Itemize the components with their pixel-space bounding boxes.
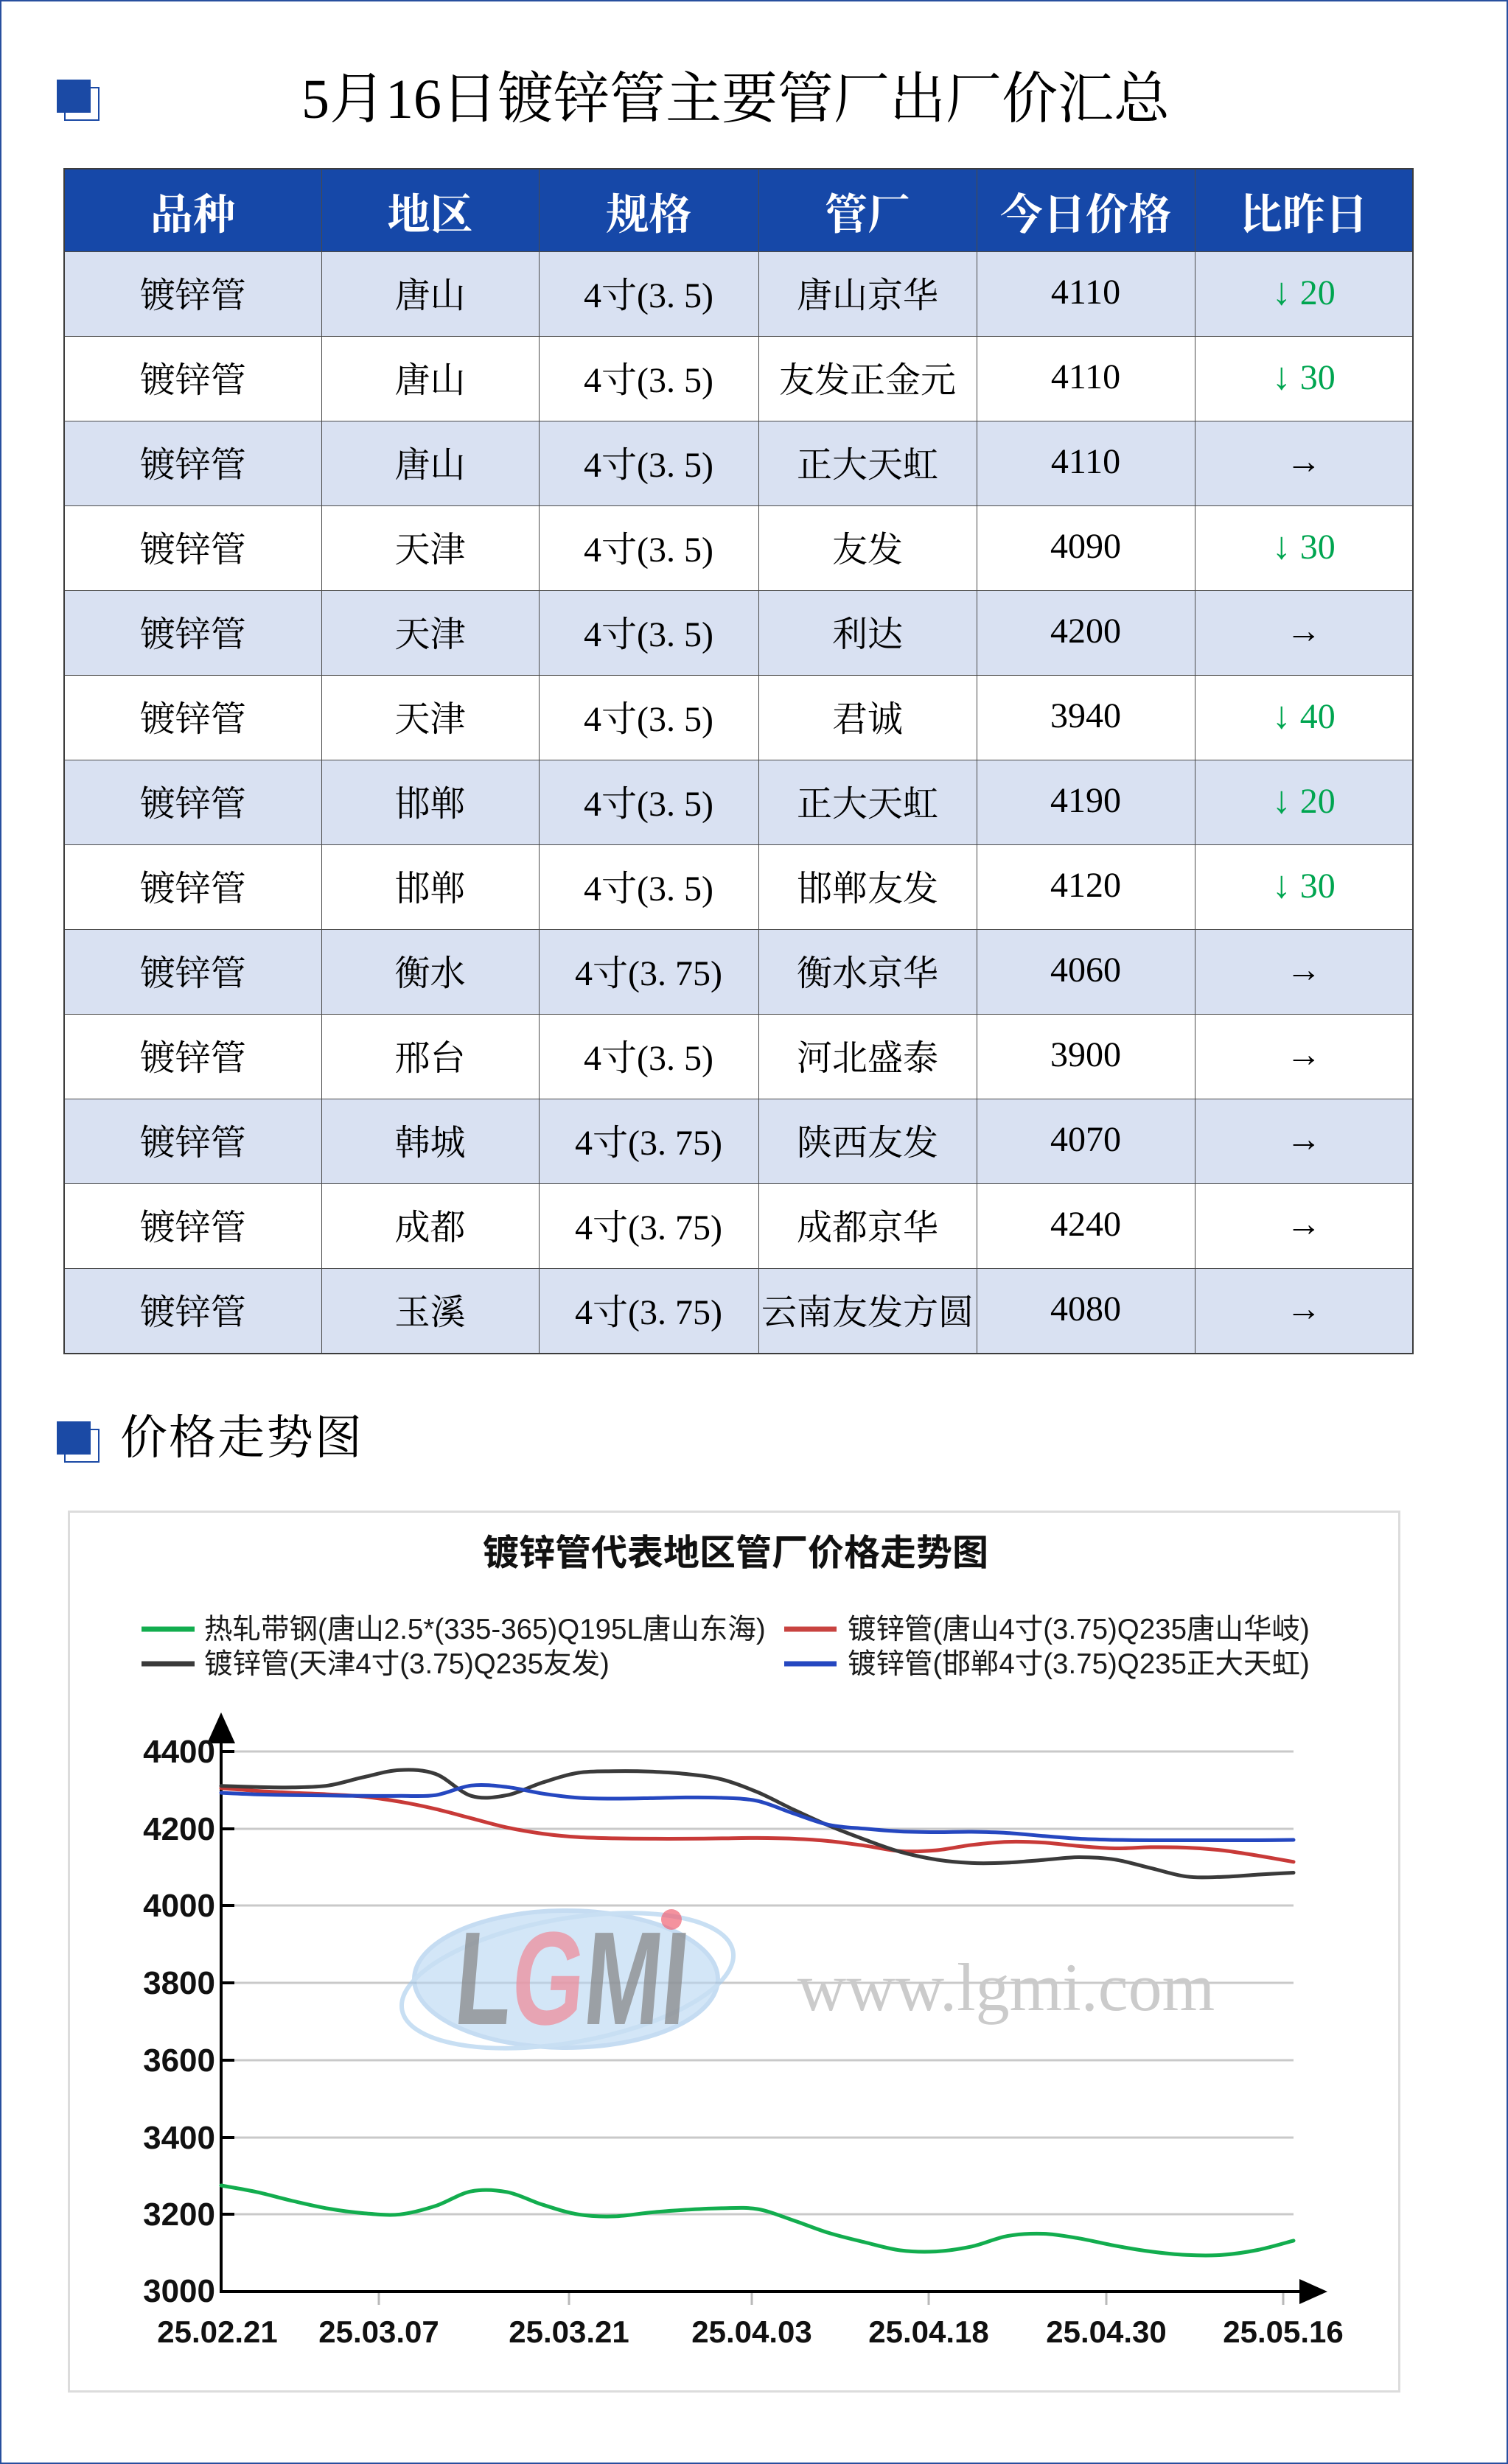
svg-text:25.03.21: 25.03.21 <box>509 2314 629 2349</box>
svg-text:4200: 4200 <box>143 1811 215 1847</box>
svg-text:镀锌管(邯郸4寸(3.75)Q235正大天虹): 镀锌管(邯郸4寸(3.75)Q235正大天虹) <box>848 1648 1310 1680</box>
svg-text:25.04.03: 25.04.03 <box>691 2314 812 2349</box>
svg-text:25.05.16: 25.05.16 <box>1223 2314 1344 2349</box>
svg-text:www.lgmi.com: www.lgmi.com <box>797 1950 1215 2025</box>
svg-text:25.02.21: 25.02.21 <box>157 2314 278 2349</box>
svg-text:镀锌管(唐山4寸(3.75)Q235唐山华岐): 镀锌管(唐山4寸(3.75)Q235唐山华岐) <box>848 1614 1310 1645</box>
svg-text:25.04.30: 25.04.30 <box>1046 2314 1167 2349</box>
svg-text:3200: 3200 <box>143 2197 215 2233</box>
svg-text:镀锌管代表地区管厂价格走势图: 镀锌管代表地区管厂价格走势图 <box>483 1533 988 1573</box>
svg-text:3000: 3000 <box>143 2273 215 2309</box>
svg-text:镀锌管(天津4寸(3.75)Q235友发): 镀锌管(天津4寸(3.75)Q235友发) <box>204 1648 610 1680</box>
svg-text:3800: 3800 <box>143 1965 215 2001</box>
svg-text:3600: 3600 <box>143 2043 215 2079</box>
svg-text:LGMI: LGMI <box>450 1905 694 2053</box>
svg-text:25.04.18: 25.04.18 <box>868 2314 989 2349</box>
svg-text:25.03.07: 25.03.07 <box>318 2314 439 2349</box>
svg-text:4400: 4400 <box>143 1734 215 1770</box>
svg-text:4000: 4000 <box>143 1888 215 1924</box>
svg-text:3400: 3400 <box>143 2120 215 2156</box>
svg-text:热轧带钢(唐山2.5*(335-365)Q195L唐山东海): 热轧带钢(唐山2.5*(335-365)Q195L唐山东海) <box>204 1614 766 1645</box>
